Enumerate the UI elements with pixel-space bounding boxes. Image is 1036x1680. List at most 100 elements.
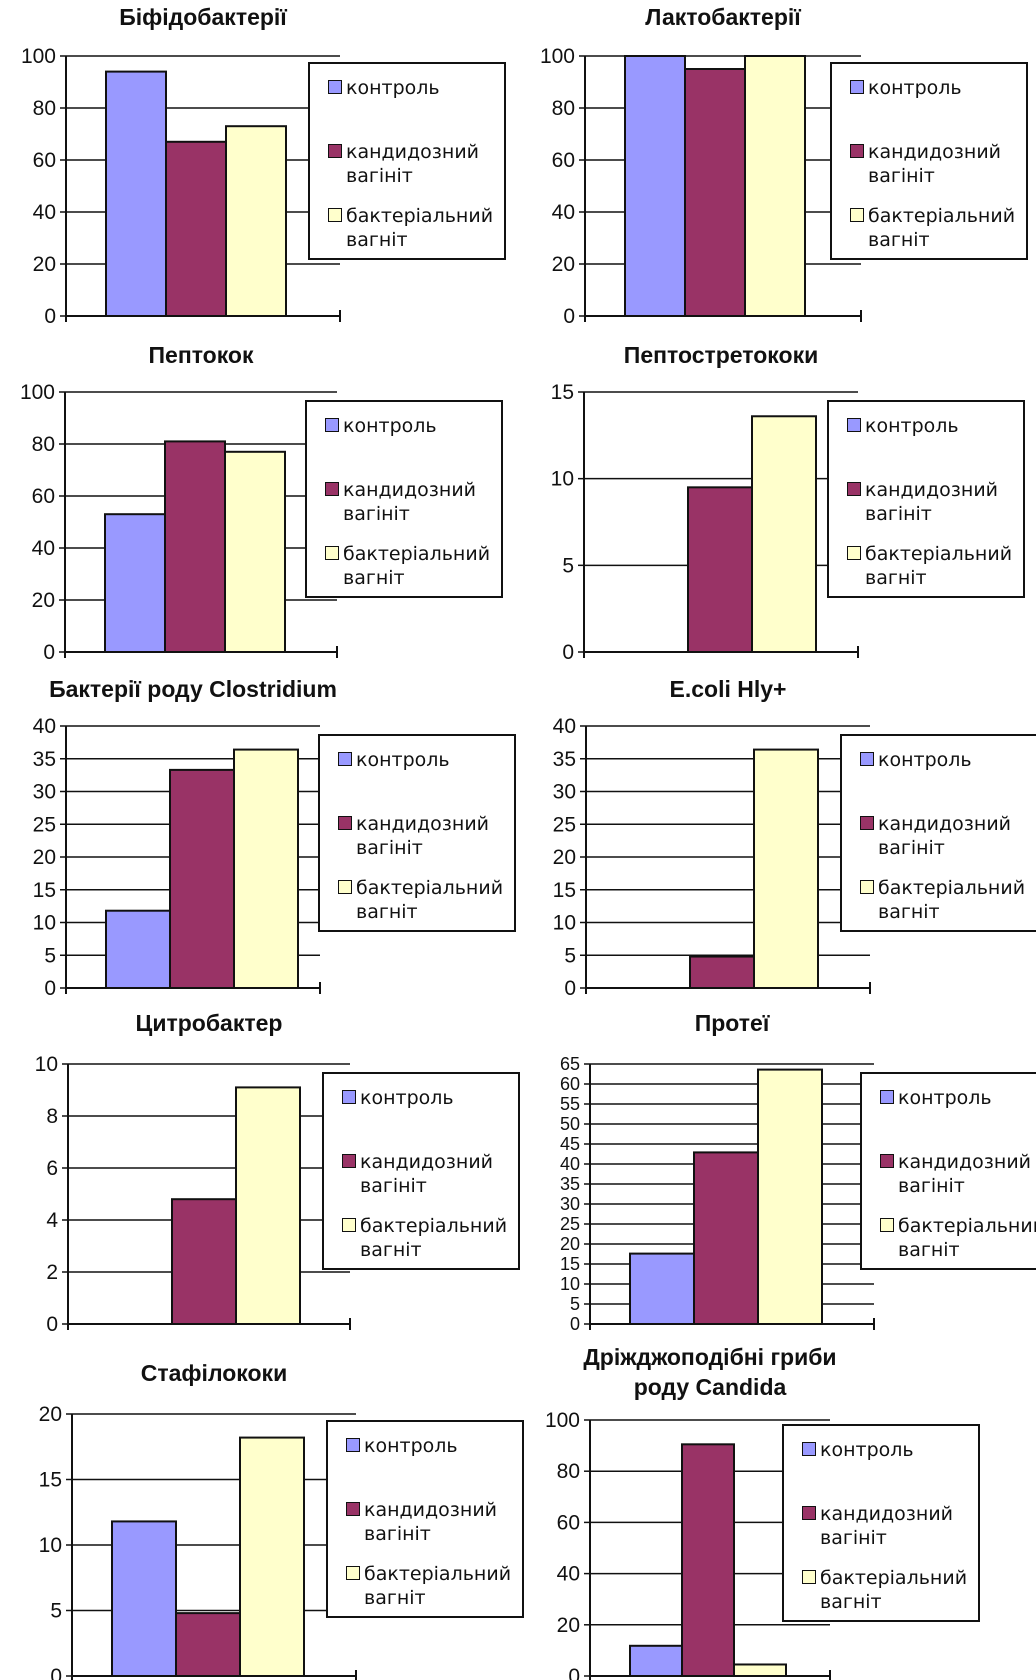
legend-swatch [802,1506,816,1520]
y-tick-label: 60 [557,1511,580,1534]
legend-entry: контроль [847,414,1015,438]
y-tick-label: 5 [44,944,56,967]
y-tick-label: 100 [545,1409,580,1432]
y-tick-label: 0 [46,1313,58,1336]
chart-panel: Бактерії роду Clostridium 0 5 10 15 20 25 30 35 4… [0,666,516,1006]
legend-swatch [847,546,861,560]
legend: контроль кандидозний вагініт бактеріальний… [322,1072,520,1270]
bar [689,955,755,989]
legend-swatch [328,208,342,222]
legend-label: бактеріальний вагніт [865,543,1013,589]
bar-chart-svg: 0 5 10 15 20 [39,1403,357,1680]
y-tick-label: 10 [560,1274,580,1294]
legend: контроль кандидозний вагініт бактеріальний… [827,400,1025,598]
chart-title: Пептокок [148,342,254,368]
chart-title: Цитробактер [135,1010,283,1036]
legend-swatch [802,1442,816,1456]
chart-title: Стафілококи [140,1360,288,1386]
y-tick-label: 5 [562,554,574,577]
bar [224,450,286,653]
legend-swatch [880,1090,894,1104]
bar [104,513,166,653]
bar [225,125,287,317]
bar [757,1068,823,1325]
legend-entry: кандидозний вагініт [802,1502,970,1550]
bar-chart-svg: 0 20 40 60 80 100 [21,45,341,328]
chart-panel: Протеї 0 5 10 15 20 25 30 35 40 45 50 55 60 65 контроль… [522,1000,1036,1340]
legend-swatch [860,752,874,766]
legend-entry: бактеріальний вагніт [342,1214,510,1262]
y-tick-label: 55 [560,1094,580,1114]
legend-entry: кандидозний вагініт [860,812,1028,860]
bar [684,68,746,317]
bar-chart-svg: 0 5 10 15 20 25 30 35 40 [553,715,871,1000]
legend-swatch [850,144,864,158]
legend: контроль кандидозний вагініт бактеріальний… [830,62,1028,260]
y-tick-label: 2 [46,1261,58,1284]
y-tick-label: 50 [560,1114,580,1134]
legend-swatch [346,1502,360,1516]
y-tick-label: 60 [33,149,56,172]
bar [239,1436,305,1677]
chart-panel: Біфідобактерії 0 20 40 60 80 100 контроль кандид… [0,0,514,340]
y-tick-label: 40 [553,715,576,738]
legend-swatch [338,880,352,894]
y-tick-label: 0 [44,977,56,1000]
chart-panel: Пептостретококи 0 5 10 15 контроль кандидозний… [522,332,1036,672]
legend-entry: кандидозний вагініт [850,140,1018,188]
y-tick-label: 100 [540,45,575,68]
y-tick-label: 20 [553,846,576,869]
bar [629,1644,683,1677]
y-tick-label: 40 [32,537,55,560]
y-tick-label: 20 [39,1403,62,1426]
y-tick-label: 20 [560,1234,580,1254]
legend-label: кандидозний вагініт [865,479,999,525]
legend: контроль кандидозний вагініт бактеріальний… [308,62,506,260]
chart-title: Лактобактерії [645,4,801,30]
legend-entry: кандидозний вагініт [346,1498,514,1546]
legend-entry: бактеріальний вагніт [802,1566,970,1614]
y-tick-label: 40 [552,201,575,224]
legend-entry: бактеріальний вагніт [850,204,1018,252]
y-tick-label: 25 [33,813,56,836]
y-tick-label: 5 [570,1294,580,1314]
legend-label: контроль [356,749,450,771]
chart-title: E.coli Hly+ [669,676,787,702]
legend-swatch [860,880,874,894]
legend: контроль кандидозний вагініт бактеріальний… [326,1420,524,1618]
legend-entry: кандидозний вагініт [328,140,496,188]
bar [111,1520,177,1677]
legend: контроль кандидозний вагініт бактеріальний… [318,734,516,932]
legend-swatch [847,482,861,496]
y-tick-label: 0 [43,641,55,664]
legend-entry: бактеріальний вагніт [880,1214,1036,1262]
legend-swatch [850,208,864,222]
y-tick-label: 0 [568,1665,580,1680]
y-tick-label: 10 [551,468,574,491]
chart-title: Пептостретококи [623,342,819,368]
y-tick-label: 60 [560,1074,580,1094]
legend-entry: контроль [346,1434,514,1458]
legend-entry: контроль [802,1438,970,1462]
legend-label: контроль [820,1439,914,1461]
legend-swatch [847,418,861,432]
legend-label: кандидозний вагініт [356,813,490,859]
legend-entry: кандидозний вагініт [342,1150,510,1198]
legend-label: кандидозний вагініт [343,479,477,525]
legend-swatch [880,1218,894,1232]
y-tick-label: 4 [46,1209,58,1232]
y-tick-label: 20 [557,1614,580,1637]
bar-chart-svg: 0 2 4 6 8 10 [35,1053,351,1336]
bar [751,415,817,654]
legend-label: бактеріальний вагніт [878,877,1026,923]
legend-swatch [325,418,339,432]
legend-label: контроль [364,1435,458,1457]
y-tick-label: 45 [560,1134,580,1154]
y-tick-label: 60 [552,149,575,172]
y-tick-label: 20 [32,589,55,612]
y-tick-label: 0 [563,305,575,328]
bar [687,486,753,653]
chart-title: Бактерії роду Clostridium [49,676,337,702]
y-tick-label: 0 [50,1665,62,1680]
